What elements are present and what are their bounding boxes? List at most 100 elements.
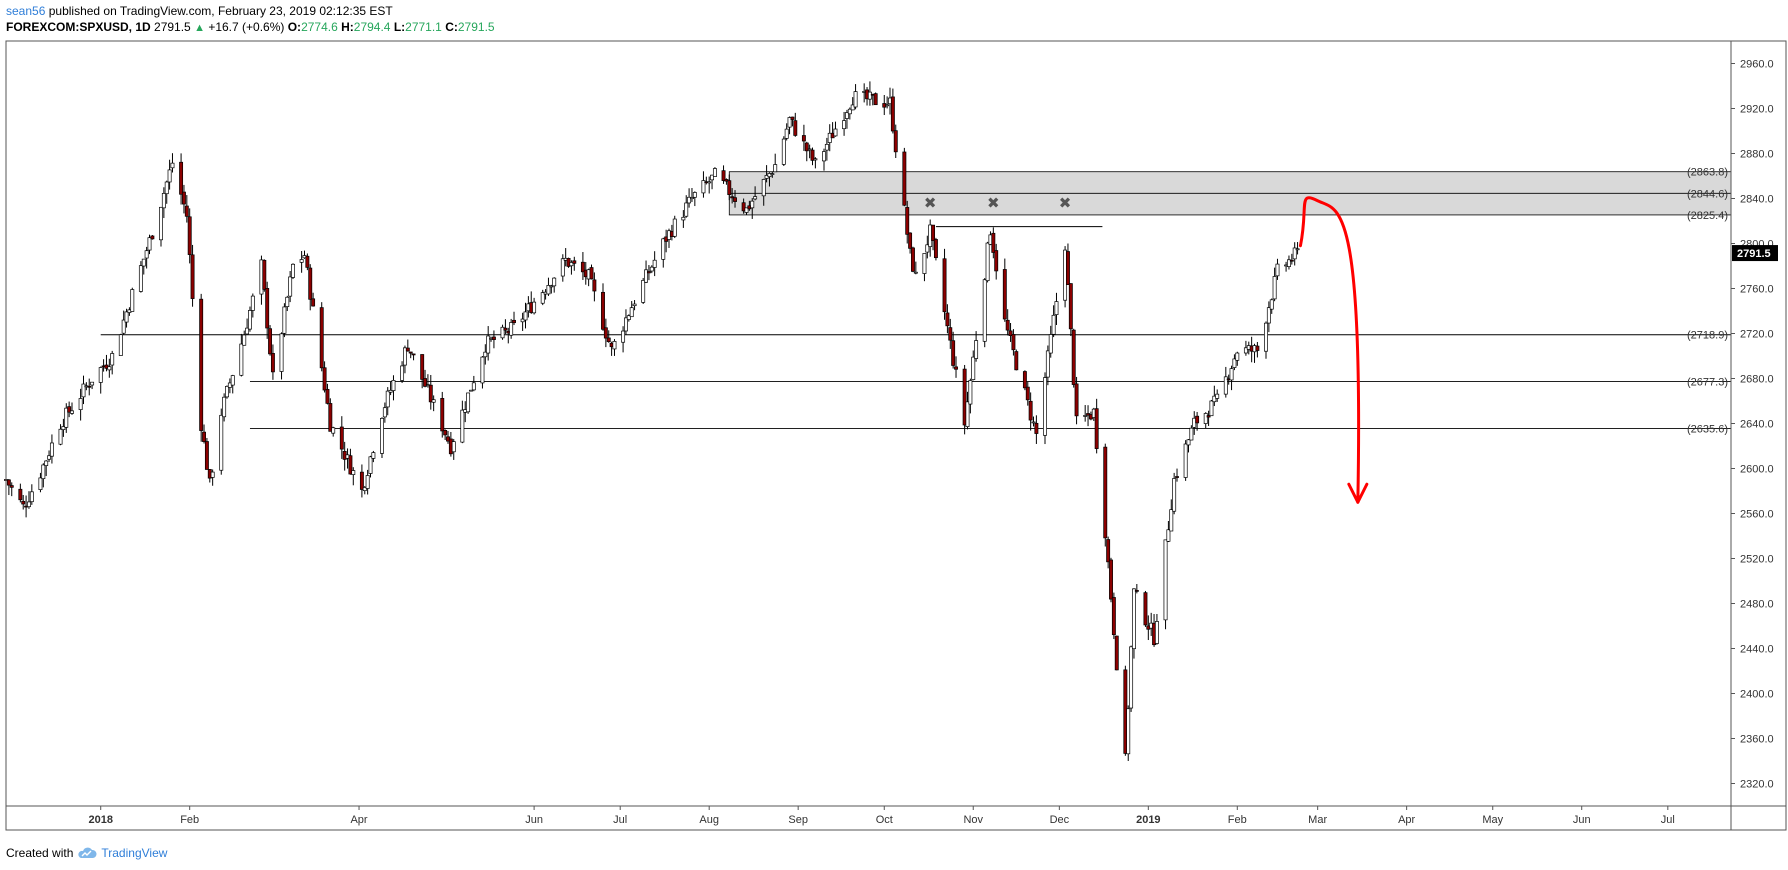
candle	[322, 361, 327, 393]
candle	[184, 195, 189, 223]
candle-body	[974, 340, 979, 359]
candle	[813, 157, 818, 169]
candle	[1186, 439, 1191, 453]
candle	[250, 293, 255, 318]
y-tick-label: 2320.0	[1740, 779, 1774, 791]
candle-body	[443, 430, 448, 436]
candle	[1172, 472, 1177, 515]
candle	[1195, 411, 1200, 431]
candle-body	[847, 108, 852, 115]
candle-body	[845, 112, 849, 119]
candle	[629, 301, 634, 318]
candle	[480, 356, 485, 389]
candle	[1215, 389, 1220, 402]
candle	[368, 455, 373, 478]
candle	[118, 333, 123, 356]
candle	[1071, 328, 1076, 388]
candle	[925, 235, 930, 259]
candle-body	[721, 170, 726, 181]
candle-body	[1114, 635, 1119, 671]
candle	[179, 153, 184, 205]
candle	[130, 287, 135, 312]
candle-body	[138, 265, 143, 292]
candle	[770, 171, 775, 178]
x-tick-label: Feb	[1228, 814, 1247, 826]
candle	[1028, 392, 1033, 431]
candle-body	[164, 181, 169, 195]
candle	[385, 387, 390, 416]
candle	[190, 244, 195, 307]
candle	[230, 374, 235, 394]
candle	[1045, 345, 1050, 386]
candle-body	[305, 255, 310, 268]
candle-body	[684, 202, 689, 217]
candle-body	[150, 235, 155, 240]
x-tick-label: Jul	[613, 814, 627, 826]
candle	[29, 484, 34, 505]
candle-body	[1132, 588, 1136, 650]
candle-body	[913, 271, 918, 274]
candle-body	[202, 431, 206, 442]
candle-body	[701, 180, 706, 194]
candle	[219, 408, 224, 475]
candle	[181, 184, 186, 214]
candle	[1132, 588, 1136, 659]
candle-body	[181, 191, 186, 205]
candle-body	[21, 500, 26, 505]
author-link[interactable]: sean56	[6, 4, 46, 18]
candle-body	[1034, 422, 1039, 434]
candle	[210, 469, 215, 486]
candle	[199, 293, 204, 442]
candle-body	[922, 253, 927, 274]
support-label: (2718.9)	[1687, 330, 1728, 342]
candle	[922, 253, 927, 282]
candle	[569, 260, 574, 275]
candle-body	[644, 269, 648, 283]
candle-body	[423, 378, 427, 387]
candle	[1295, 242, 1300, 255]
candle-body	[592, 279, 597, 292]
zone-label: (2844.6)	[1687, 188, 1728, 200]
candle-body	[351, 470, 356, 475]
candle	[359, 464, 364, 498]
candle-body	[382, 407, 387, 418]
candle	[661, 237, 666, 268]
candle-body	[270, 353, 275, 373]
candle	[592, 272, 597, 302]
candle	[90, 381, 95, 390]
candle-body	[27, 501, 31, 508]
candle	[931, 224, 936, 251]
candle-body	[170, 162, 175, 169]
candle	[49, 434, 54, 464]
candle-body	[589, 267, 594, 280]
candle-body	[1209, 400, 1214, 417]
candle	[606, 330, 611, 343]
candle-body	[1266, 307, 1271, 324]
candle-body	[572, 260, 577, 264]
candle	[107, 358, 112, 378]
candle-body	[403, 347, 407, 366]
candle-body	[1051, 314, 1056, 335]
candle-body	[118, 334, 123, 356]
candle	[787, 116, 792, 135]
candle	[420, 354, 425, 389]
candle-body	[540, 292, 545, 304]
tradingview-brand-link[interactable]: TradingView	[101, 846, 168, 860]
candle	[644, 260, 648, 284]
x-tick-label: Jul	[1661, 814, 1675, 826]
candle-body	[380, 418, 384, 454]
y-tick-label: 2880.0	[1740, 149, 1774, 161]
candle	[159, 206, 163, 247]
candle	[1209, 399, 1214, 417]
candle-body	[6, 479, 11, 486]
candle-body	[569, 262, 574, 267]
candle-body	[733, 197, 737, 202]
candle-body	[761, 179, 766, 197]
low-value: 2771.1	[405, 20, 442, 34]
candle	[1106, 536, 1111, 569]
candle-body	[902, 151, 907, 206]
candle	[325, 383, 330, 405]
candle-body	[339, 426, 344, 450]
candle-body	[692, 192, 697, 198]
